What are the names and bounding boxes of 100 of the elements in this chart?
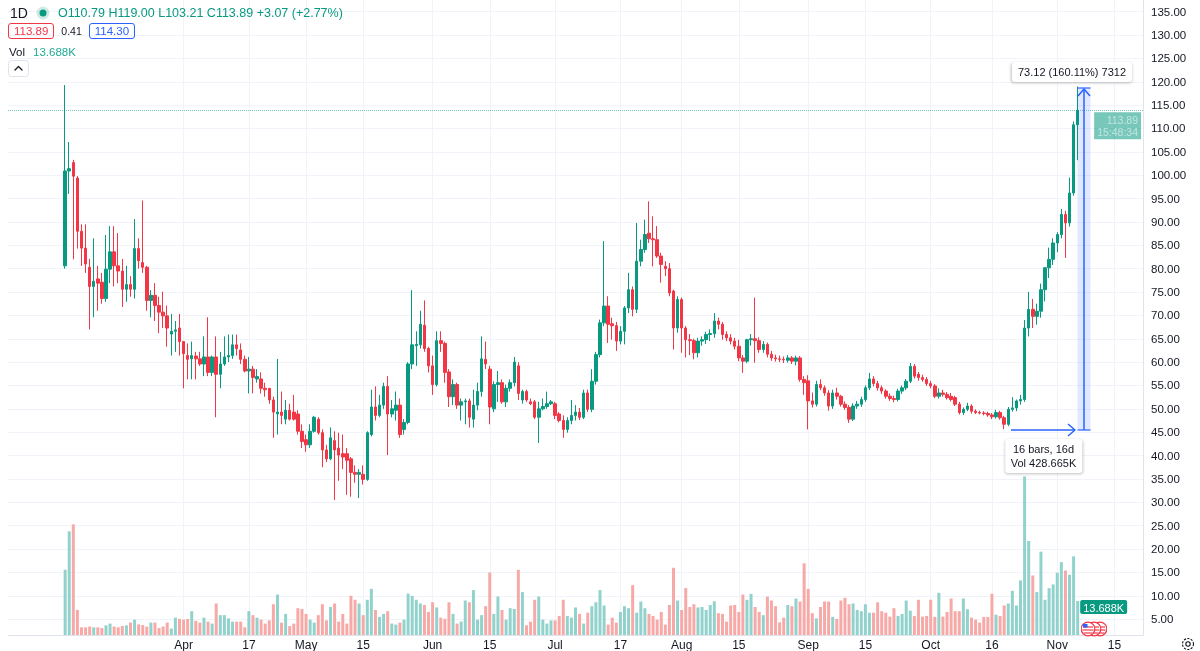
candlestick [92, 237, 95, 318]
bar [904, 600, 908, 635]
bar [602, 605, 606, 635]
candlestick [704, 331, 708, 345]
candlestick [692, 338, 696, 360]
bar [177, 618, 181, 635]
bar [1047, 588, 1051, 635]
x-tick-label: Nov [1046, 638, 1068, 651]
candlestick [149, 289, 153, 318]
bar [71, 524, 75, 635]
candlestick [925, 376, 928, 387]
bar [512, 608, 516, 635]
candlestick [525, 389, 528, 403]
bar [561, 599, 565, 635]
candlestick [210, 355, 214, 377]
bar [84, 627, 88, 635]
bar [863, 604, 867, 635]
candlestick [500, 378, 504, 405]
y-tick-label: 90.00 [1151, 215, 1180, 228]
bar [247, 611, 251, 635]
candlestick [329, 427, 332, 461]
bar [153, 622, 157, 635]
bar [500, 609, 504, 635]
bar [769, 600, 773, 635]
candlestick [484, 341, 487, 370]
bar [100, 628, 104, 635]
bar [537, 596, 541, 635]
candlestick [537, 401, 541, 444]
bar [296, 608, 300, 635]
bar [533, 599, 537, 635]
ref-line-label: 113.89 15:48:34 [1097, 114, 1139, 139]
candlestick [1002, 415, 1006, 430]
bar [692, 604, 696, 635]
y-tick-label: 105.00 [1151, 145, 1187, 158]
y-tick-label: 25.00 [1151, 519, 1180, 532]
candlestick [468, 398, 471, 429]
bar [300, 608, 304, 635]
candlestick [982, 410, 986, 416]
bar [304, 613, 308, 635]
bar [259, 619, 263, 635]
bar [451, 613, 455, 635]
bar [827, 601, 831, 635]
bar [614, 622, 618, 635]
bar [671, 567, 675, 635]
bar [994, 614, 998, 635]
bar [120, 626, 124, 635]
candlestick [831, 389, 834, 410]
bar [622, 606, 626, 635]
bar [471, 590, 475, 635]
y-tick-label: 85.00 [1151, 239, 1180, 252]
bar [586, 612, 590, 635]
candlestick [284, 399, 287, 425]
x-tick-label: Jul [547, 638, 563, 651]
bar [137, 624, 141, 635]
candlestick [896, 388, 900, 402]
bar [782, 617, 786, 635]
bar [96, 627, 100, 635]
candlestick [766, 342, 769, 358]
bar [112, 626, 116, 635]
bar [574, 607, 577, 635]
bar [394, 624, 398, 635]
bar [578, 613, 582, 635]
bar [627, 608, 631, 635]
y-tick-label: 20.00 [1151, 543, 1180, 556]
bar [239, 621, 243, 635]
candlestick [949, 392, 953, 402]
y-tick-label: 135.00 [1151, 5, 1187, 18]
bar [357, 603, 361, 635]
bar [157, 628, 161, 635]
bar [818, 606, 822, 635]
bar [839, 600, 843, 635]
y-tick-label: 125.00 [1151, 52, 1187, 65]
annotation: 13.688K [33, 46, 76, 58]
bar [970, 617, 974, 635]
bar [406, 593, 410, 635]
x-tick-label: May [294, 638, 318, 651]
bar [263, 623, 267, 635]
bar [431, 602, 435, 635]
candlestick [847, 404, 851, 424]
candlestick [112, 225, 116, 287]
candlestick [227, 334, 230, 363]
candlestick [774, 354, 777, 363]
bar [790, 606, 794, 635]
bar [349, 595, 353, 635]
bar [194, 620, 198, 635]
x-tick-label: 15 [858, 638, 873, 651]
candlestick [994, 409, 998, 420]
bar [161, 626, 165, 635]
y-tick-label: 75.00 [1151, 286, 1180, 299]
candlestick [133, 218, 136, 300]
x-tick-label: 16 [985, 638, 999, 651]
bar [149, 622, 153, 635]
bar [704, 609, 708, 635]
x-tick-label: 17 [613, 638, 628, 651]
candlestick [255, 368, 259, 384]
bar [786, 604, 790, 635]
y-tick-label: 95.00 [1151, 192, 1180, 205]
candlestick [251, 365, 255, 394]
bar [467, 602, 471, 635]
candlestick [96, 265, 100, 312]
